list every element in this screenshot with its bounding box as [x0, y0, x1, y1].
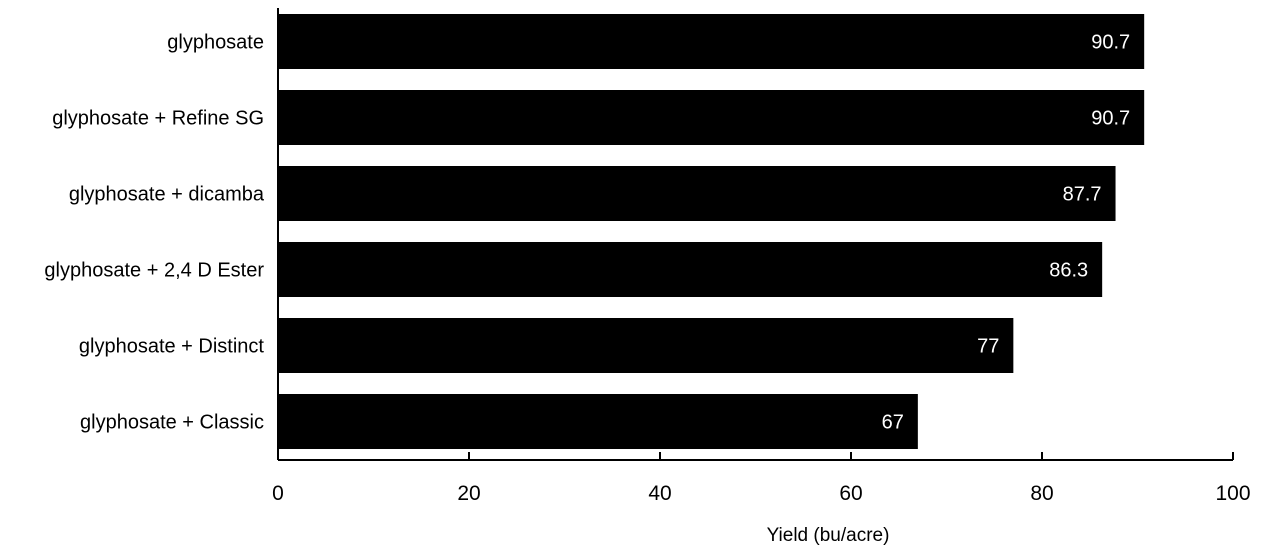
- axis-layer: [277, 8, 1233, 461]
- category-label: glyphosate: [167, 32, 264, 54]
- bar: [278, 318, 1014, 373]
- bar: [278, 242, 1103, 297]
- x-tick-label: 80: [1030, 482, 1053, 505]
- x-tick-label: 0: [272, 482, 284, 505]
- bar-value-label: 87.7: [1063, 184, 1102, 206]
- category-label: glyphosate + Distinct: [79, 336, 265, 358]
- x-tick-label: 60: [839, 482, 862, 505]
- bar-value-label: 86.3: [1049, 260, 1088, 282]
- bars-layer: 90.7 90.7 87.7 86.3 77 67: [278, 14, 1145, 449]
- bar-value-label: 77: [977, 336, 999, 358]
- bar: [278, 14, 1145, 69]
- category-label: glyphosate + Classic: [80, 412, 264, 434]
- bar-value-label: 90.7: [1091, 32, 1130, 54]
- category-label: glyphosate + 2,4 D Ester: [44, 260, 264, 282]
- x-tick-label: 20: [457, 482, 480, 505]
- bar: [278, 90, 1145, 145]
- x-tick-label: 100: [1215, 482, 1250, 505]
- category-label: glyphosate + Refine SG: [52, 108, 264, 130]
- x-tick-label: 40: [648, 482, 671, 505]
- bar-value-label: 90.7: [1091, 108, 1130, 130]
- category-label: glyphosate + dicamba: [69, 184, 265, 206]
- category-labels: glyphosate glyphosate + Refine SG glyphosa…: [44, 32, 264, 434]
- x-ticks: 0 20 40 60 80 100: [272, 452, 1251, 505]
- bar-value-label: 67: [882, 412, 904, 434]
- bar: [278, 394, 918, 449]
- x-axis-title: Yield (bu/acre): [767, 525, 890, 546]
- bar: [278, 166, 1116, 221]
